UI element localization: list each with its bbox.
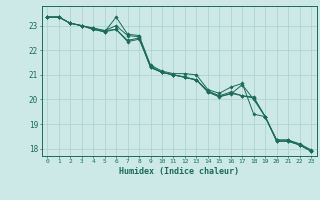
X-axis label: Humidex (Indice chaleur): Humidex (Indice chaleur) [119, 167, 239, 176]
